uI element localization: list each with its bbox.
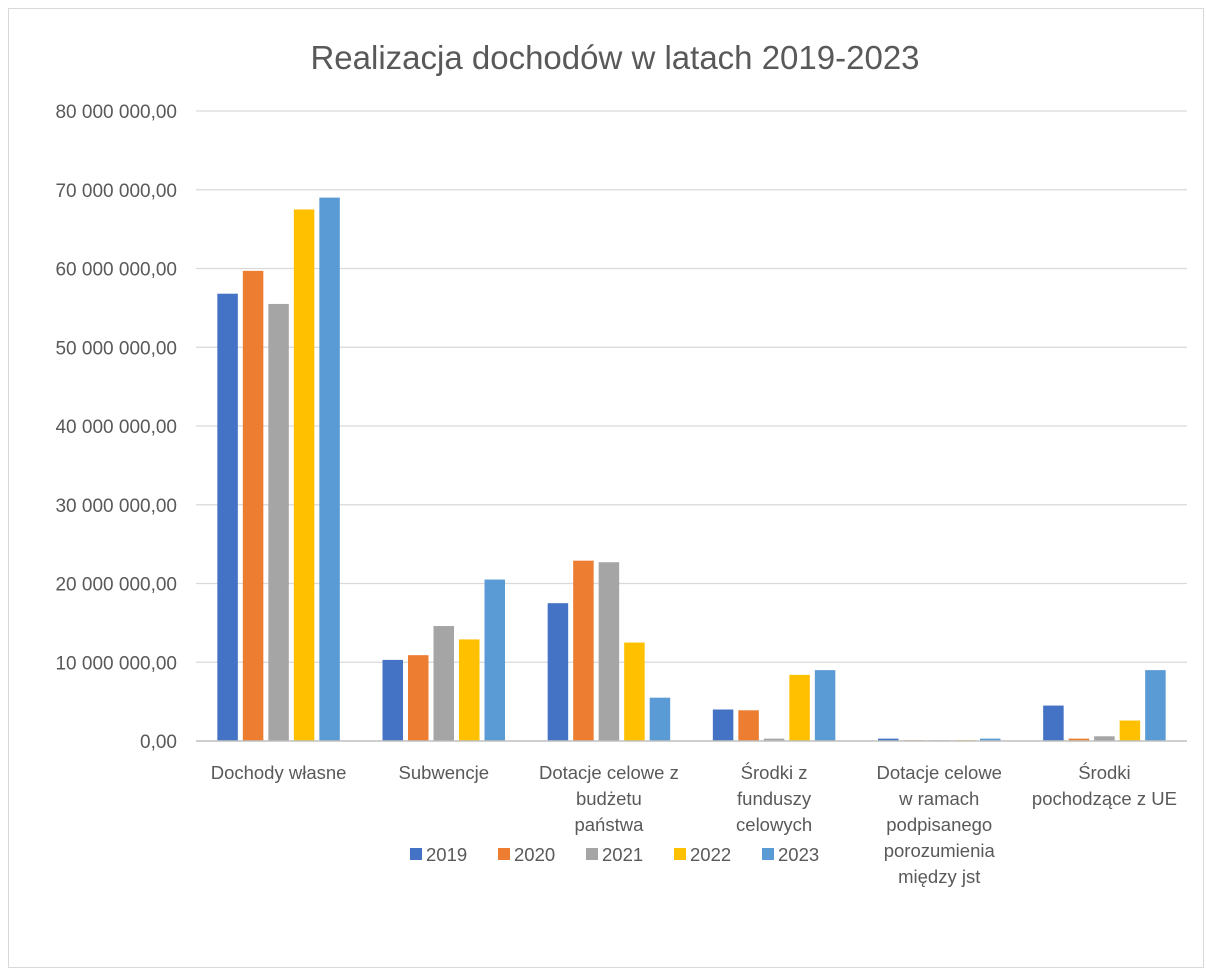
bar-2020 [573,560,594,741]
category-label-line: porozumienia [884,840,996,861]
bar-2021 [598,562,620,741]
bar-2023 [814,670,836,741]
category-label-line: między jst [898,866,980,887]
category-label-line: Środki z [741,762,808,783]
legend-swatch-2022 [674,848,686,860]
bar-2022 [459,639,480,741]
bar-2019 [382,659,403,741]
bar-2023 [649,697,671,741]
gridlines [196,110,1187,663]
bar-2020 [1068,738,1090,741]
bar-2019 [1043,705,1064,741]
bar-2021 [268,303,289,741]
bar-2023 [484,579,505,741]
legend-swatch-2021 [586,848,598,860]
legend-label-2021: 2021 [602,844,643,865]
y-tick-label: 60 000 000,00 [55,260,177,281]
y-tick-label: 0,00 [140,732,177,753]
category-label: Środki pochodzące z UE [1032,762,1177,809]
bar-2020 [738,710,759,741]
bar-2021 [1094,736,1115,741]
category-label-line: podpisanego [886,814,992,835]
y-tick-label: 80 000 000,00 [55,102,177,123]
legend-label-2019: 2019 [426,844,467,865]
category-label-line: budżetu [576,788,642,809]
bar-2020 [408,655,429,741]
chart-title: Realizacja dochodów w latach 2019-2023 [310,39,919,76]
category-label-line: Środki [1078,762,1130,783]
y-axis-tick-labels: 0,00 10 000 000,00 20 000 000,00 30 000 000… [55,102,177,753]
category-labels: Dochody własne Subwencje Dotacje celowe z b… [211,762,1177,887]
bar-2022 [789,674,810,741]
category-label: Dotacje celowe w ramach podpisanego porozum… [877,762,1002,887]
category-label-line: w ramach [898,788,979,809]
legend-swatch-2019 [410,848,422,860]
category-label-line: funduszy [737,788,812,809]
legend-label-2022: 2022 [690,844,731,865]
bar-2023 [980,738,1001,741]
category-label-line: Subwencje [398,762,489,783]
category-label: Dotacje celowe z budżetu państwa [539,762,679,835]
bar-2020 [242,270,264,741]
category-label-line: pochodzące z UE [1032,788,1177,809]
bar-chart: Realizacja dochodów w latach 2019-2023 0… [55,39,1187,887]
y-tick-label: 70 000 000,00 [55,181,177,202]
category-label-line: celowych [736,814,812,835]
y-tick-label: 10 000 000,00 [55,653,177,674]
bar-2019 [547,603,569,741]
y-tick-label: 30 000 000,00 [55,496,177,517]
category-label-line: Dotacje celowe [877,762,1002,783]
bars [217,197,1166,741]
bar-2021 [763,738,785,741]
bar-2022 [293,209,315,741]
bar-2022 [1119,720,1141,741]
bar-2019 [217,293,238,741]
bar-2023 [1145,670,1166,741]
category-label: Subwencje [398,762,489,783]
category-label: Dochody własne [211,762,347,783]
category-label-line: państwa [574,814,644,835]
y-tick-label: 50 000 000,00 [55,338,177,359]
legend-swatch-2023 [762,848,774,860]
bar-2019 [712,709,734,741]
chart-frame: Realizacja dochodów w latach 2019-2023 0… [8,8,1204,968]
category-label-line: Dotacje celowe z [539,762,679,783]
legend-label-2020: 2020 [514,844,555,865]
bar-2019 [878,738,899,741]
y-tick-label: 20 000 000,00 [55,575,177,596]
legend-swatch-2020 [498,848,510,860]
legend: 2019 2020 2021 2022 2023 [410,844,819,865]
category-label: Środki z funduszy celowych [736,762,812,835]
legend-label-2023: 2023 [778,844,819,865]
bar-2021 [433,626,454,741]
bar-2022 [624,642,645,741]
bar-2023 [319,197,340,741]
category-label-line: Dochody własne [211,762,347,783]
y-tick-label: 40 000 000,00 [55,417,177,438]
